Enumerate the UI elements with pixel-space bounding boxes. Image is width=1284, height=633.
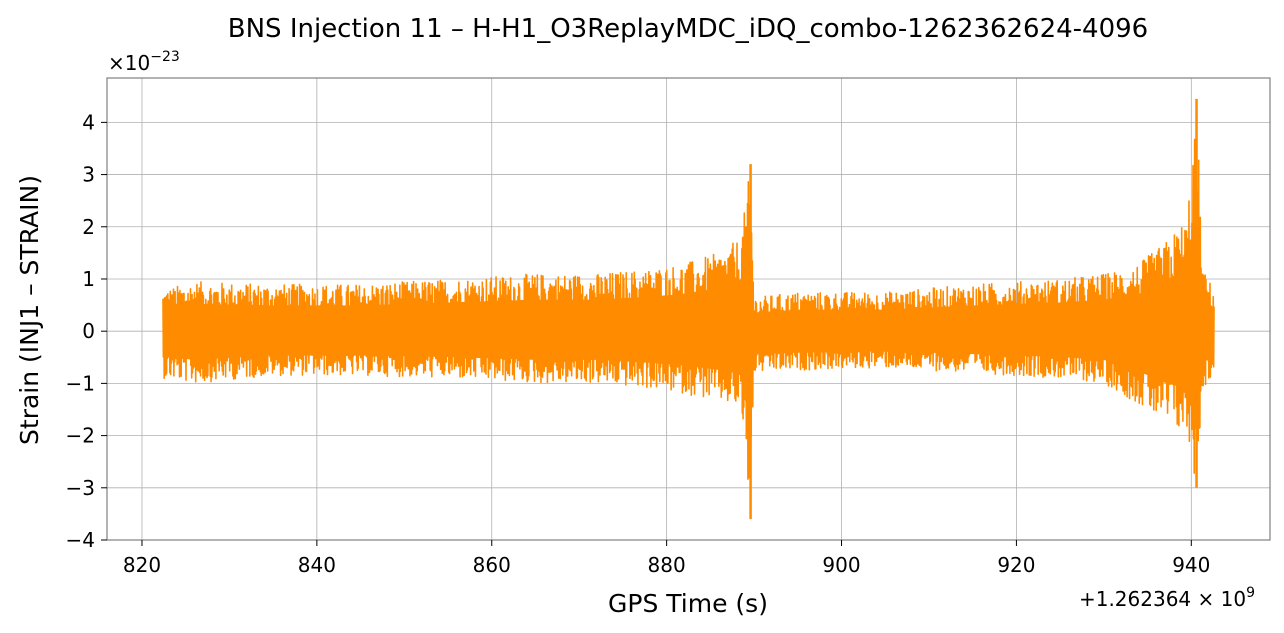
x-tick-label: 920 <box>997 553 1035 577</box>
y-tick-label: −2 <box>66 424 95 448</box>
x-tick-label: 880 <box>648 553 686 577</box>
series-line <box>162 107 1215 480</box>
y-tick-label: 4 <box>82 110 95 134</box>
chart-title: BNS Injection 11 – H-H1_O3ReplayMDC_iDQ_… <box>228 14 1148 44</box>
x-ticks: 820 840 860 880 900 920 940 <box>123 540 1210 577</box>
y-tick-label: −4 <box>66 528 95 552</box>
y-tick-label: 3 <box>82 163 95 187</box>
y-tick-label: −3 <box>66 476 95 500</box>
y-tick-label: −1 <box>66 371 95 395</box>
series-group <box>162 98 1215 520</box>
x-tick-label: 860 <box>473 553 511 577</box>
y-axis-label: Strain (INJ1 – STRAIN) <box>15 175 44 445</box>
x-tick-label: 940 <box>1172 553 1210 577</box>
y-tick-label: 2 <box>82 215 95 239</box>
plot-frame <box>106 77 1271 541</box>
y-tick-label: 0 <box>82 319 95 343</box>
y-ticks: −4 −3 −2 −1 0 1 2 3 4 <box>66 110 107 552</box>
x-tick-label: 900 <box>822 553 860 577</box>
y-tick-label: 1 <box>82 267 95 291</box>
x-axis-label: GPS Time (s) <box>608 589 768 618</box>
x-offset-label: +1.262364 × 109 <box>1079 585 1255 611</box>
x-tick-label: 840 <box>298 553 336 577</box>
y-scale-label: ×10−23 <box>108 49 180 75</box>
x-tick-label: 820 <box>123 553 161 577</box>
